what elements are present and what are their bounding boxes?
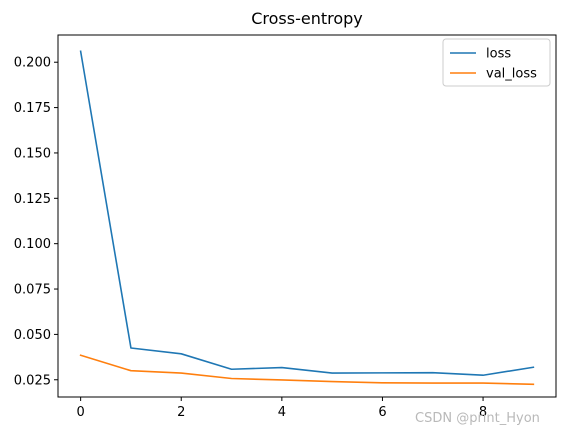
y-tick-label: 0.150 [14, 146, 51, 161]
x-tick-label: 8 [479, 405, 487, 420]
y-tick-label: 0.025 [14, 373, 51, 388]
x-tick-label: 4 [278, 405, 286, 420]
y-tick-label: 0.200 [14, 56, 51, 71]
x-axis: 0 2 4 6 8 [76, 397, 487, 420]
y-tick-label: 0.175 [14, 101, 51, 116]
series-line-loss [79, 50, 535, 377]
series-line-val-loss [79, 354, 535, 386]
legend-label: val_loss [486, 67, 537, 82]
y-axis: 0.025 0.050 0.075 0.100 0.125 0.150 0.175 0.200 [14, 56, 58, 388]
legend-box [442, 38, 551, 87]
y-tick-label: 0.125 [14, 192, 51, 207]
legend: loss val_loss [442, 38, 551, 87]
y-tick-label: 0.050 [14, 328, 51, 343]
axes-frame [57, 34, 557, 398]
legend-label: loss [486, 47, 511, 62]
plot-area [57, 34, 557, 398]
x-tick-label: 6 [378, 405, 386, 420]
y-tick-label: 0.100 [14, 237, 51, 252]
series-lines [79, 50, 535, 386]
chart-title: Cross-entropy [251, 9, 363, 28]
watermark-text: CSDN @print_Hyon [415, 411, 540, 426]
x-tick-label: 2 [177, 405, 185, 420]
y-tick-label: 0.075 [14, 283, 51, 298]
x-tick-label: 0 [76, 405, 84, 420]
